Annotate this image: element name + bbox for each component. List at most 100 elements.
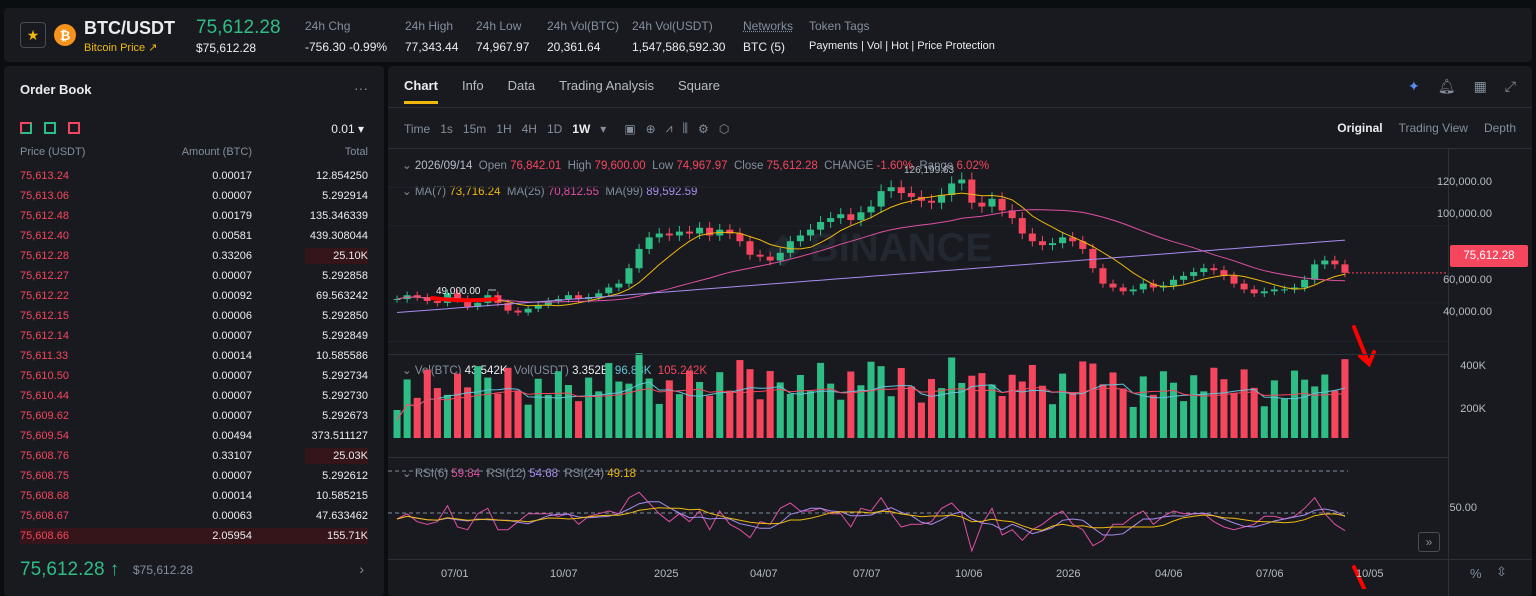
asks-view-icon[interactable] xyxy=(68,122,80,134)
chart-settings-icon[interactable]: ⚙ xyxy=(698,121,709,136)
order-book-row[interactable]: 75,608.66 2.05954 155.71K xyxy=(4,526,384,546)
order-book-row[interactable]: 75,610.50 0.00007 5.292734 xyxy=(4,366,384,386)
volume-bar xyxy=(897,368,905,438)
candle-body xyxy=(1069,237,1077,242)
time-axis-label: 07/07 xyxy=(853,568,881,580)
order-book-row[interactable]: 75,612.40 0.00581 439.308044 xyxy=(4,226,384,246)
tab-data[interactable]: Data xyxy=(507,78,536,93)
order-book-row[interactable]: 75,612.14 0.00007 5.292849 xyxy=(4,326,384,346)
indicator-icon[interactable]: ⩘ xyxy=(665,121,673,135)
view-original[interactable]: Original xyxy=(1337,121,1383,135)
order-price: 75,609.54 xyxy=(20,430,69,442)
interval-4h[interactable]: 4H xyxy=(521,121,537,136)
candle-body xyxy=(1190,272,1198,276)
candle-body xyxy=(756,254,764,257)
order-book-row[interactable]: 75,612.28 0.33206 25.10K xyxy=(4,246,384,266)
auto-scale-icon[interactable]: ⇳ xyxy=(1496,564,1507,579)
order-book-row[interactable]: 75,613.06 0.00007 5.292914 xyxy=(4,186,384,206)
expand-icon[interactable]: ⤢ xyxy=(1504,78,1516,94)
volume-axis-label: 400K xyxy=(1460,360,1486,372)
interval-1d[interactable]: 1D xyxy=(546,121,563,136)
volume-bar xyxy=(776,382,784,438)
order-book-row[interactable]: 75,609.54 0.00494 373.511127 xyxy=(4,426,384,446)
order-price: 75,608.67 xyxy=(20,510,69,522)
volume-bar xyxy=(534,378,542,438)
order-book-row[interactable]: 75,610.44 0.00007 5.292730 xyxy=(4,386,384,406)
candle-body xyxy=(867,206,875,213)
scroll-to-latest-icon[interactable]: » xyxy=(1418,532,1440,552)
order-amount: 0.00007 xyxy=(212,470,252,482)
volume-bar xyxy=(504,367,512,438)
chart-top-icons: ✦ 🔔︎ ▦ ⤢ xyxy=(1408,78,1516,95)
pair-name[interactable]: BTC/USDT xyxy=(84,18,175,38)
percent-scale-icon[interactable]: % xyxy=(1470,566,1482,581)
volume-bar xyxy=(524,404,532,438)
tab-info[interactable]: Info xyxy=(461,78,484,93)
crosshair-icon[interactable]: ⊕ xyxy=(645,121,656,136)
candle-body xyxy=(1119,287,1127,292)
interval-1s[interactable]: 1s xyxy=(440,121,453,136)
bids-view-icon[interactable] xyxy=(44,122,56,134)
order-book-row[interactable]: 75,608.67 0.00063 47.633462 xyxy=(4,506,384,526)
candle-body xyxy=(927,200,936,203)
order-book-row[interactable]: 75,612.48 0.00179 135.346339 xyxy=(4,206,384,226)
order-price: 75,611.33 xyxy=(20,350,69,362)
stat-networks[interactable]: Networks BTC (5) xyxy=(743,19,794,54)
interval-1w[interactable]: 1W xyxy=(572,121,591,136)
ma-legend: ⌄ MA(7) 73,716.24 MA(25) 70,812.55 MA(99… xyxy=(402,186,698,198)
order-book-row[interactable]: 75,611.33 0.00014 10.585586 xyxy=(4,346,384,366)
ai-sparkle-icon[interactable]: ✦ xyxy=(1408,78,1420,94)
order-book-row[interactable]: 75,612.22 0.00092 69.563242 xyxy=(4,286,384,306)
order-price: 75,608.66 xyxy=(20,530,69,542)
order-amount: 2.05954 xyxy=(212,530,252,542)
bell-icon[interactable]: 🔔︎ xyxy=(1437,78,1456,94)
candle-body xyxy=(474,302,482,307)
tab-square[interactable]: Square xyxy=(678,78,720,93)
ma7-line xyxy=(396,192,1346,307)
order-book-row[interactable]: 75,609.62 0.00007 5.292673 xyxy=(4,406,384,426)
price-axis-label: 60,000.00 xyxy=(1443,274,1492,286)
interval-15m[interactable]: 15m xyxy=(462,121,487,136)
tab-chart[interactable]: Chart xyxy=(404,78,438,104)
volume-bar xyxy=(554,371,562,438)
both-sides-view-icon[interactable] xyxy=(20,122,32,134)
volume-bar xyxy=(736,360,744,438)
interval-dropdown-icon[interactable]: ▾ xyxy=(600,121,607,136)
volume-bar xyxy=(1059,373,1067,438)
grid-layout-icon[interactable]: ▦ xyxy=(1473,78,1487,94)
calendar-icon[interactable]: ▣ xyxy=(624,121,636,136)
time-axis-label: 10/05 xyxy=(1356,568,1384,580)
view-trading-view[interactable]: Trading View xyxy=(1398,121,1468,135)
order-book-row[interactable]: 75,613.24 0.00017 12.854250 xyxy=(4,166,384,186)
order-book-row[interactable]: 75,608.76 0.33107 25.03K xyxy=(4,446,384,466)
volume-bar xyxy=(857,385,865,438)
volume-bar xyxy=(1079,361,1087,438)
interval-1h[interactable]: 1H xyxy=(496,121,512,136)
volume-bar xyxy=(766,371,774,438)
volume-bar xyxy=(847,371,855,438)
shield-icon[interactable]: ⬡ xyxy=(718,121,730,136)
order-total: 10.585215 xyxy=(316,490,368,502)
order-price: 75,608.75 xyxy=(20,470,69,482)
order-book-row[interactable]: 75,612.15 0.00006 5.292850 xyxy=(4,306,384,326)
order-book-row[interactable]: 75,608.68 0.00014 10.585215 xyxy=(4,486,384,506)
volume-bar xyxy=(1200,391,1208,438)
candle-type-icon[interactable]: ⫼ xyxy=(682,121,689,135)
tab-trading-analysis[interactable]: Trading Analysis xyxy=(559,78,655,93)
order-amount: 0.00494 xyxy=(212,430,252,442)
tick-size-select[interactable]: 0.01 ▾ xyxy=(331,122,364,136)
order-book-row[interactable]: 75,612.27 0.00007 5.292858 xyxy=(4,266,384,286)
time-axis-label: 07/06 xyxy=(1256,568,1284,580)
chevron-right-icon[interactable]: › xyxy=(359,561,364,577)
volume-bar xyxy=(1048,404,1057,438)
order-book-row[interactable]: 75,608.75 0.00007 5.292612 xyxy=(4,466,384,486)
order-total: 5.292849 xyxy=(322,330,368,342)
time-axis-label: 10/07 xyxy=(550,568,578,580)
interval-time[interactable]: Time xyxy=(404,121,431,136)
more-options-icon[interactable]: ··· xyxy=(354,80,368,96)
coin-price-link[interactable]: Bitcoin Price ↗ xyxy=(84,42,158,54)
favorite-star-icon[interactable]: ★ xyxy=(20,22,46,48)
view-depth[interactable]: Depth xyxy=(1483,121,1516,135)
order-amount: 0.00007 xyxy=(212,270,252,282)
